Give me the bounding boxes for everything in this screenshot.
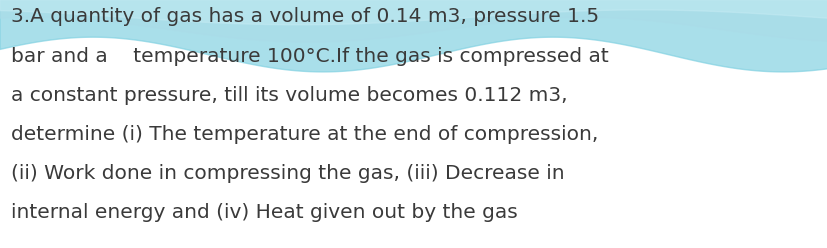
- Text: determine (i) The temperature at the end of compression,: determine (i) The temperature at the end…: [11, 125, 597, 144]
- Text: (ii) Work done in compressing the gas, (iii) Decrease in: (ii) Work done in compressing the gas, (…: [11, 164, 564, 183]
- Text: 3.A quantity of gas has a volume of 0.14 m3, pressure 1.5: 3.A quantity of gas has a volume of 0.14…: [11, 7, 598, 27]
- Text: bar and a    temperature 100°C.If the gas is compressed at: bar and a temperature 100°C.If the gas i…: [11, 47, 608, 66]
- Text: internal energy and (iv) Heat given out by the gas: internal energy and (iv) Heat given out …: [11, 203, 517, 222]
- Text: a constant pressure, till its volume becomes 0.112 m3,: a constant pressure, till its volume bec…: [11, 86, 566, 105]
